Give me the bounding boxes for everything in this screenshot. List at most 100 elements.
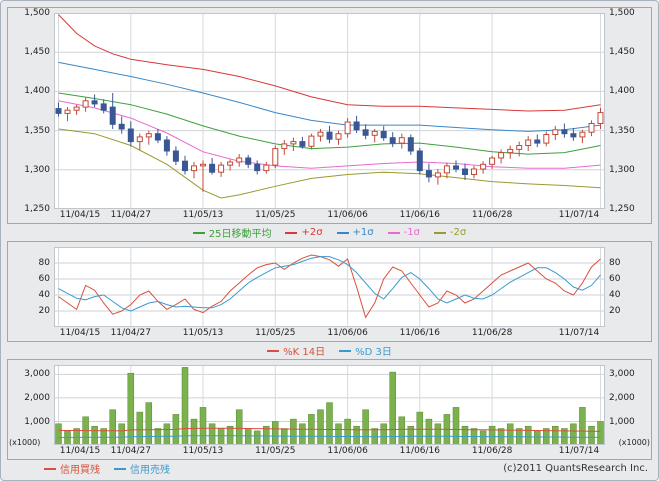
y-axis-label: 40 [38, 290, 50, 300]
volume-panel: (x1000) 1,000 2,000 3,000 (x1000) 1,000 2,0… [7, 359, 652, 460]
price-chart [54, 13, 605, 209]
volume-footer-row: 信用買残 信用売残 (c)2011 QuantsResearch Inc. [7, 460, 652, 477]
y-axis-label: 20 [609, 306, 621, 316]
y-axis-label: 20 [38, 306, 50, 316]
y-axis-label: 2,000 [24, 392, 50, 403]
y-axis-label: 1,450 [609, 47, 635, 58]
x-axis-label: 11/06/28 [471, 446, 513, 456]
x-axis-label: 11/04/27 [110, 328, 152, 338]
volume-chart [54, 365, 605, 445]
x-axis-label: 11/05/13 [182, 328, 224, 338]
y-axis-label: 1,400 [609, 86, 635, 97]
volume-legend: 信用買残 信用売残 [37, 460, 177, 477]
x-axis-label: 11/04/15 [59, 446, 101, 456]
legend-swatch [267, 349, 280, 352]
stochastic-y-axis-left: 20 40 60 80 [8, 247, 54, 327]
legend-swatch [336, 231, 349, 234]
stochastic-y-axis-right: 20 40 60 80 [605, 247, 651, 327]
y-axis-label: 1,300 [609, 164, 635, 175]
legend-label: -2σ [449, 227, 467, 238]
price-y-axis-left: 1,250 1,300 1,350 1,400 1,450 1,500 [8, 8, 54, 214]
price-y-axis-right: 1,250 1,300 1,350 1,400 1,450 1,500 [605, 8, 651, 214]
stochastic-chart [54, 247, 605, 327]
stochastic-panel: 20 40 60 80 20 40 60 80 11/04/15 11/04/27 11/05/… [7, 241, 652, 342]
x-axis-label: 11/06/06 [327, 210, 368, 220]
stochastic-legend: %K 14日 %D 3日 [7, 342, 652, 359]
y-axis-label: 1,350 [24, 125, 50, 136]
y-axis-label: 60 [38, 274, 50, 284]
x-axis-label: 11/06/28 [471, 210, 513, 220]
legend-swatch [433, 231, 446, 234]
legend-swatch [285, 231, 298, 234]
legend-label: +2σ [301, 227, 323, 238]
x-axis-label: 11/05/25 [255, 210, 296, 220]
legend-item: +1σ [336, 227, 374, 238]
legend-label: 25日移動平均 [208, 229, 272, 240]
y-axis-label: 40 [609, 290, 621, 300]
x-axis-label: 11/07/14 [558, 446, 600, 456]
legend-swatch [387, 231, 400, 234]
y-axis-label: 1,350 [609, 125, 635, 136]
legend-item: 信用売残 [114, 461, 170, 476]
x-axis-label: 11/06/16 [399, 328, 441, 338]
x-axis-label: 11/04/27 [110, 446, 152, 456]
legend-item: 信用買残 [44, 461, 100, 476]
x-axis-label: 11/06/28 [471, 328, 513, 338]
volume-y-axis-right: (x1000) 1,000 2,000 3,000 [605, 365, 651, 447]
x-axis-label: 11/04/15 [59, 210, 101, 220]
legend-item: -2σ [433, 227, 467, 238]
y-axis-label: 80 [609, 258, 621, 268]
legend-label: +1σ [352, 227, 374, 238]
legend-item: %D 3日 [339, 343, 392, 358]
x-axis-label: 11/07/14 [558, 210, 600, 220]
y-axis-label: 1,000 [24, 416, 50, 427]
y-axis-label: 2,000 [609, 392, 635, 403]
y-axis-label: 1,250 [24, 204, 50, 214]
legend-swatch [339, 349, 352, 352]
y-axis-label: 3,000 [24, 369, 50, 380]
x-axis-label: 11/04/27 [110, 210, 152, 220]
x-axis-label: 11/07/14 [558, 328, 600, 338]
y-axis-label: 1,500 [24, 8, 50, 18]
legend-swatch [192, 231, 205, 234]
legend-item: -1σ [387, 227, 420, 238]
x-axis-label: 11/06/06 [327, 446, 368, 456]
legend-swatch [44, 467, 56, 470]
y-axis-label: 1,250 [609, 204, 635, 214]
price-x-axis: 11/04/15 11/04/27 11/05/13 11/05/25 11/06/06… [8, 209, 651, 223]
volume-y-axis-left: (x1000) 1,000 2,000 3,000 [8, 365, 54, 447]
volume-x-axis: 11/04/15 11/04/27 11/05/13 11/05/25 11/06/06… [8, 445, 651, 459]
legend-item: +2σ [285, 227, 323, 238]
legend-item: 25日移動平均 [192, 225, 272, 240]
y-axis-label: 3,000 [609, 369, 635, 380]
x-axis-label: 11/06/16 [399, 446, 441, 456]
y-axis-label: 60 [609, 274, 621, 284]
volume-plot-row: (x1000) 1,000 2,000 3,000 (x1000) 1,000 2,0… [8, 365, 651, 447]
price-panel: 1,250 1,300 1,350 1,400 1,450 1,500 1,250 1,30… [7, 7, 652, 224]
legend-label: 信用売残 [130, 465, 170, 476]
legend-label: 信用買残 [60, 465, 100, 476]
price-legend: 25日移動平均 +2σ +1σ -1σ -2σ [7, 224, 652, 241]
y-axis-label: 1,500 [609, 8, 635, 18]
legend-label: %K 14日 [283, 347, 326, 358]
y-axis-label: 1,450 [24, 47, 50, 58]
unit-label-left: (x1000) [9, 438, 41, 447]
x-axis-label: 11/04/15 [59, 328, 101, 338]
y-axis-label: 1,000 [609, 416, 635, 427]
price-plot-row: 1,250 1,300 1,350 1,400 1,450 1,500 1,250 1,30… [8, 8, 651, 214]
legend-label: -1σ [403, 227, 420, 238]
legend-swatch [114, 467, 126, 470]
legend-item: %K 14日 [267, 343, 325, 358]
unit-label-right: (x1000) [618, 438, 650, 447]
x-axis-label: 11/05/13 [182, 210, 224, 220]
x-axis-label: 11/05/25 [255, 328, 296, 338]
stochastic-plot-row: 20 40 60 80 20 40 60 80 [8, 247, 651, 327]
x-axis-label: 11/05/25 [255, 446, 296, 456]
y-axis-label: 1,300 [24, 164, 50, 175]
y-axis-label: 1,400 [24, 86, 50, 97]
legend-label: %D 3日 [355, 347, 392, 358]
x-axis-label: 11/06/06 [327, 328, 368, 338]
copyright-text: (c)2011 QuantsResearch Inc. [503, 463, 648, 474]
x-axis-label: 11/06/16 [399, 210, 441, 220]
